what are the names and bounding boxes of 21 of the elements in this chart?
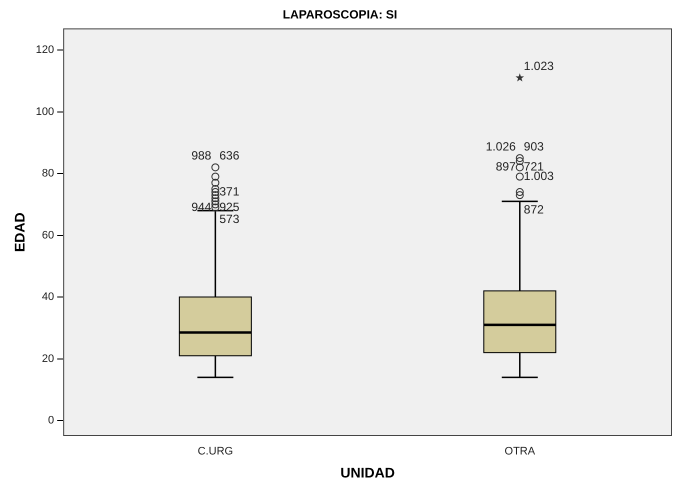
annotation: 897 xyxy=(496,160,516,174)
y-axis-title: EDAD xyxy=(11,212,28,252)
y-tick-label: 20 xyxy=(42,352,54,365)
y-tick-label: 40 xyxy=(42,291,54,304)
annotation: 636 xyxy=(219,148,240,163)
x-tick-label: C.URG xyxy=(198,446,234,458)
annotation: 872 xyxy=(524,202,544,217)
annotation: 988 xyxy=(191,148,212,163)
annotation: 903 xyxy=(524,139,544,154)
y-tick-label: 60 xyxy=(42,229,54,242)
x-axis-title: UNIDAD xyxy=(340,464,395,480)
y-tick-label: 120 xyxy=(36,44,54,56)
x-tick-label: OTRA xyxy=(504,446,536,458)
annotation: 1.023 xyxy=(524,59,554,74)
annotation: 573 xyxy=(219,212,240,226)
chart-title: LAPAROSCOPIA: SI xyxy=(282,8,398,22)
annotation: 1.026 xyxy=(486,139,516,154)
y-tick-label: 0 xyxy=(48,414,54,427)
y-tick-label: 80 xyxy=(42,168,54,180)
annotation: 371 xyxy=(219,184,240,198)
y-tick-label: 100 xyxy=(36,106,54,118)
